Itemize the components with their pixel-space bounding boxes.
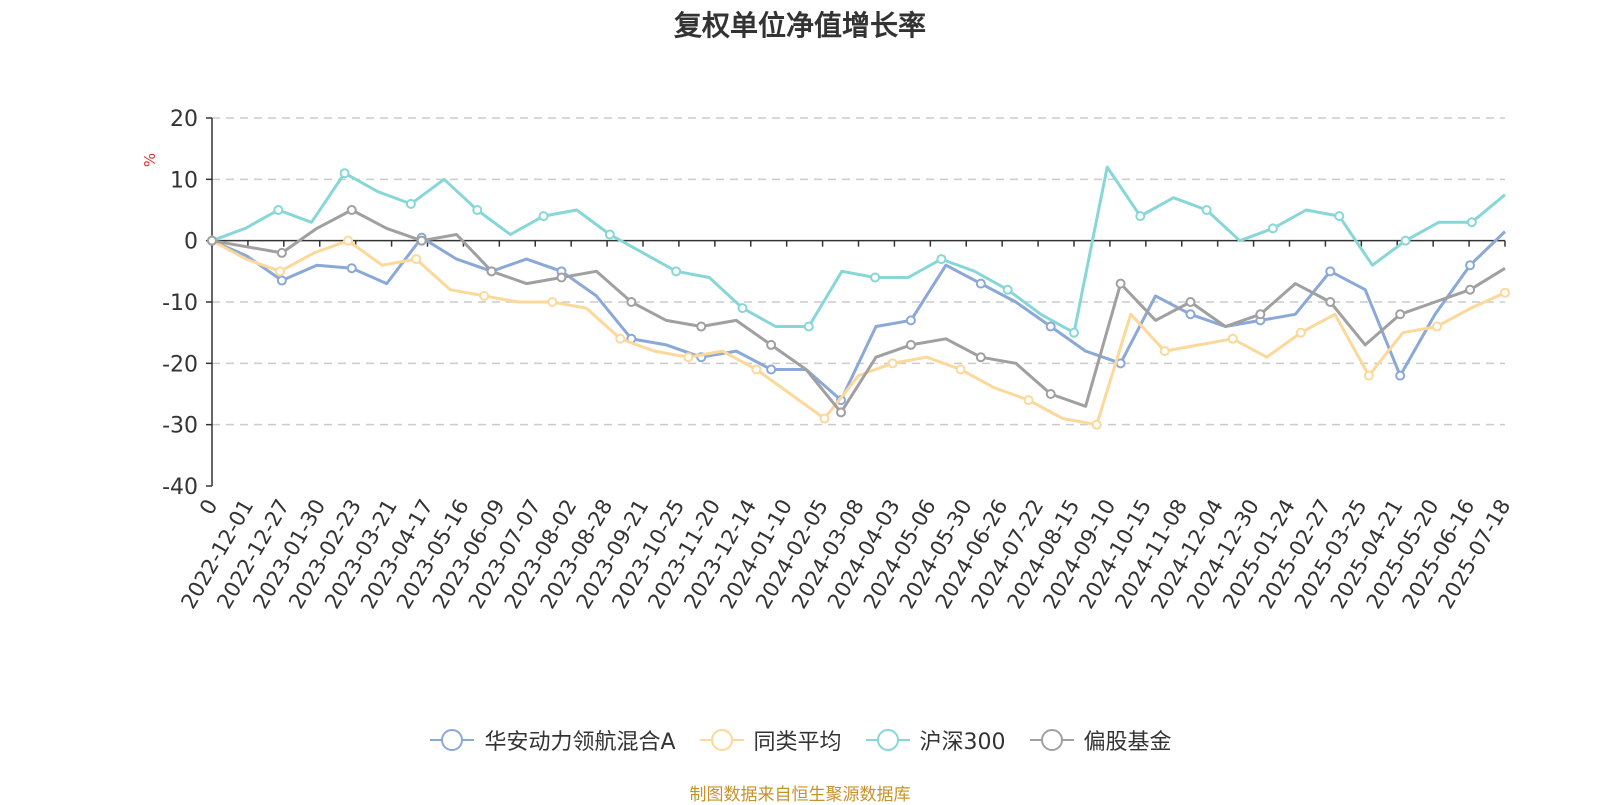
data-point (1431, 321, 1442, 332)
axis-labels: 20100-10-20-30-40%02022-12-012022-12-272… (141, 107, 1515, 613)
data-point (547, 297, 558, 307)
data-point (615, 333, 626, 344)
data-point (479, 290, 490, 301)
y-tick-label: 20 (170, 107, 198, 132)
data-point (538, 211, 549, 222)
legend-marker-icon (1029, 729, 1074, 751)
data-point (955, 364, 966, 375)
data-point (1395, 370, 1406, 381)
data-point (1159, 346, 1170, 357)
data-point (1227, 333, 1238, 344)
data-point (411, 254, 422, 265)
data-point (975, 278, 986, 289)
data-point (276, 247, 287, 258)
data-point (1465, 260, 1476, 271)
data-point (766, 364, 777, 375)
legend: 华安动力领航混合A 同类平均 沪深300 偏股基金 (0, 722, 1600, 758)
y-tick-label: -40 (162, 475, 198, 500)
data-point (346, 205, 357, 215)
data-point (975, 352, 986, 363)
legend-marker-icon (430, 729, 475, 751)
legend-item[interactable]: 偏股基金 (1028, 724, 1172, 756)
data-point (556, 272, 567, 283)
legend-item[interactable]: 华安动力领航混合A (428, 724, 676, 756)
data-point (887, 358, 898, 369)
legend-item[interactable]: 同类平均 (698, 724, 842, 756)
data-point (1201, 205, 1212, 215)
legend-label: 华安动力领航混合A (484, 730, 676, 755)
data-point (1267, 223, 1278, 234)
data-point (819, 413, 830, 424)
legend-marker-icon (699, 729, 744, 751)
data-point (836, 407, 847, 418)
data-point (405, 198, 416, 209)
data-point (905, 339, 916, 350)
series-line-2 (211, 165, 1506, 335)
data-point (671, 266, 682, 277)
data-point (416, 235, 427, 246)
series-line-3 (211, 208, 1506, 414)
data-point (1395, 309, 1406, 320)
data-point (936, 254, 947, 265)
data-point (1069, 327, 1079, 338)
data-point (696, 321, 707, 332)
data-point (1295, 327, 1306, 338)
y-tick-label: -10 (162, 291, 198, 316)
x-tick-label: 0 (195, 495, 222, 519)
data-point (1185, 297, 1196, 307)
y-tick-label: 0 (184, 230, 198, 255)
chart-title: 复权单位净值增长率 (673, 9, 926, 42)
y-tick-label: -30 (162, 414, 198, 439)
data-point (346, 263, 357, 274)
data-point (1045, 321, 1056, 332)
data-point (1363, 370, 1374, 381)
data-point (1185, 309, 1196, 320)
data-point (1135, 211, 1146, 222)
data-point (275, 266, 286, 277)
data-point (870, 272, 881, 283)
legend-marker-icon (865, 729, 910, 751)
data-point (683, 352, 694, 363)
data-point (1465, 284, 1476, 295)
data-point (1115, 278, 1126, 289)
series-lines (207, 165, 1510, 430)
data-point (1466, 217, 1477, 228)
data-point (207, 235, 217, 246)
data-point (273, 205, 284, 215)
series-line-1 (211, 239, 1506, 427)
data-point (472, 205, 483, 215)
source-note: 制图数据来自恒生聚源数据库 (689, 785, 911, 805)
data-point (766, 339, 777, 350)
data-point (486, 266, 497, 277)
y-axis-unit-label: % (141, 153, 159, 167)
data-point (339, 168, 350, 179)
data-point (1334, 211, 1345, 222)
data-point (604, 229, 615, 240)
legend-label: 偏股基金 (1083, 730, 1172, 755)
data-point (276, 275, 287, 286)
data-point (905, 315, 916, 326)
data-point (1500, 287, 1510, 298)
grid-lines (212, 117, 1505, 426)
data-point (1091, 419, 1102, 430)
data-point (1255, 309, 1266, 320)
data-point (803, 321, 814, 332)
data-point (751, 364, 762, 375)
data-point (1400, 235, 1411, 246)
data-point (343, 235, 354, 246)
data-point (1045, 389, 1056, 399)
data-point (1325, 297, 1336, 307)
data-point (1002, 284, 1013, 295)
data-point (1325, 266, 1336, 277)
legend-label: 沪深300 (919, 730, 1006, 755)
data-point (737, 303, 748, 314)
data-point (626, 297, 637, 307)
data-point (1023, 395, 1034, 406)
legend-item[interactable]: 沪深300 (864, 724, 1006, 756)
y-tick-label: 10 (170, 168, 198, 193)
legend-label: 同类平均 (753, 730, 842, 755)
y-tick-label: -20 (162, 352, 198, 377)
